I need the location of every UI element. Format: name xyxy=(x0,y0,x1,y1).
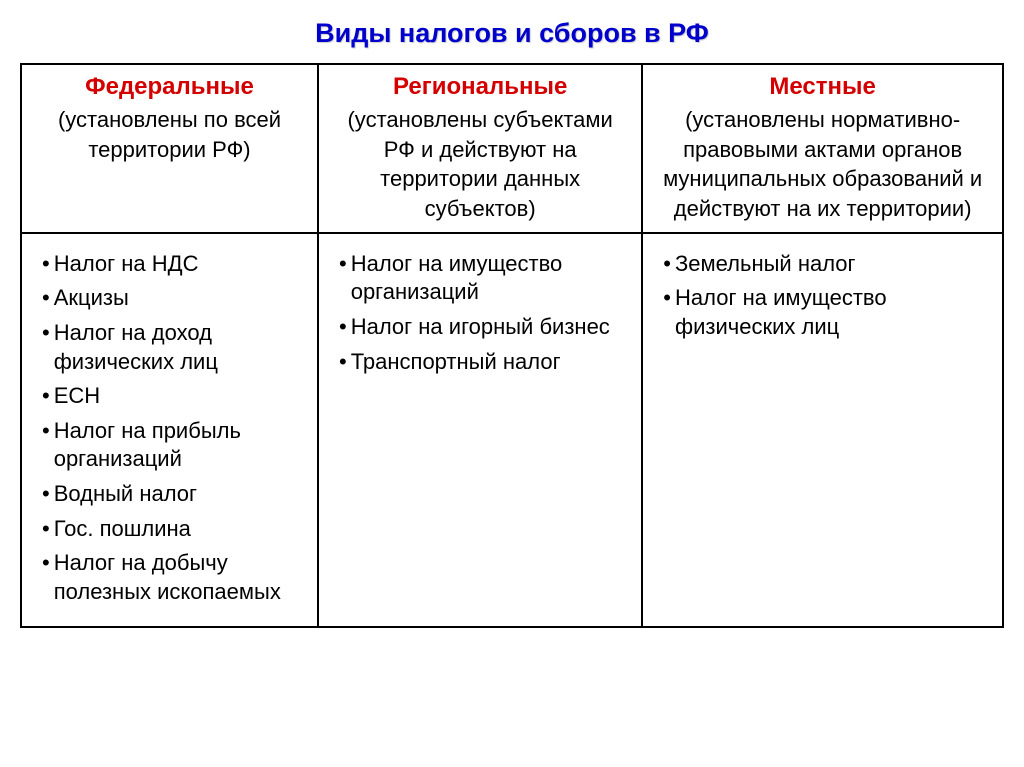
item-text: Налог на прибыль организаций xyxy=(54,417,305,474)
col-header-local: Местные (установлены нормативно-правовым… xyxy=(642,64,1003,233)
bullet-icon: • xyxy=(42,382,50,411)
bullet-icon: • xyxy=(339,348,347,377)
col-desc-local: (установлены нормативно-правовыми актами… xyxy=(663,107,982,221)
page-title: Виды налогов и сборов в РФ xyxy=(20,18,1004,49)
bullet-icon: • xyxy=(42,549,50,578)
bullet-icon: • xyxy=(42,515,50,544)
item-text: Земельный налог xyxy=(675,250,856,279)
col-desc-regional: (установлены субъектами РФ и действуют н… xyxy=(347,107,612,221)
bullet-icon: • xyxy=(42,480,50,509)
col-name-local: Местные xyxy=(655,73,990,101)
col-name-federal: Федеральные xyxy=(34,73,305,101)
list-item: •Налог на имущество физических лиц xyxy=(663,284,990,341)
item-text: Гос. пошлина xyxy=(54,515,191,544)
list-item: •Налог на имущество организаций xyxy=(339,250,629,307)
col-items-regional: •Налог на имущество организаций •Налог н… xyxy=(318,233,642,628)
col-items-federal: •Налог на НДС •Акцизы •Налог на доход фи… xyxy=(21,233,318,628)
list-item: •Транспортный налог xyxy=(339,348,629,377)
list-item: •Налог на прибыль организаций xyxy=(42,417,305,474)
item-text: Налог на добычу полезных ископаемых xyxy=(54,549,305,606)
table-body-row: •Налог на НДС •Акцизы •Налог на доход фи… xyxy=(21,233,1003,628)
list-item: •Налог на доход физических лиц xyxy=(42,319,305,376)
list-item: •Земельный налог xyxy=(663,250,990,279)
col-items-local: •Земельный налог •Налог на имущество физ… xyxy=(642,233,1003,628)
list-item: •ЕСН xyxy=(42,382,305,411)
col-desc-federal: (установлены по всей территории РФ) xyxy=(58,107,281,162)
col-header-regional: Региональные (установлены субъектами РФ … xyxy=(318,64,642,233)
list-item: •Налог на НДС xyxy=(42,250,305,279)
col-header-federal: Федеральные (установлены по всей террито… xyxy=(21,64,318,233)
item-text: Налог на игорный бизнес xyxy=(351,313,610,342)
bullet-icon: • xyxy=(42,417,50,446)
item-text: Водный налог xyxy=(54,480,197,509)
list-item: •Водный налог xyxy=(42,480,305,509)
col-name-regional: Региональные xyxy=(331,73,629,101)
item-text: Акцизы xyxy=(54,284,129,313)
item-text: Налог на доход физических лиц xyxy=(54,319,305,376)
bullet-icon: • xyxy=(42,250,50,279)
item-text: Налог на имущество физических лиц xyxy=(675,284,990,341)
tax-table: Федеральные (установлены по всей террито… xyxy=(20,63,1004,628)
item-text: Транспортный налог xyxy=(351,348,561,377)
list-item: •Налог на добычу полезных ископаемых xyxy=(42,549,305,606)
item-text: ЕСН xyxy=(54,382,100,411)
bullet-icon: • xyxy=(42,319,50,348)
bullet-icon: • xyxy=(339,313,347,342)
item-text: Налог на НДС xyxy=(54,250,199,279)
bullet-icon: • xyxy=(339,250,347,279)
bullet-icon: • xyxy=(663,250,671,279)
list-item: •Акцизы xyxy=(42,284,305,313)
item-text: Налог на имущество организаций xyxy=(351,250,630,307)
list-item: •Налог на игорный бизнес xyxy=(339,313,629,342)
bullet-icon: • xyxy=(42,284,50,313)
bullet-icon: • xyxy=(663,284,671,313)
list-item: •Гос. пошлина xyxy=(42,515,305,544)
table-header-row: Федеральные (установлены по всей террито… xyxy=(21,64,1003,233)
